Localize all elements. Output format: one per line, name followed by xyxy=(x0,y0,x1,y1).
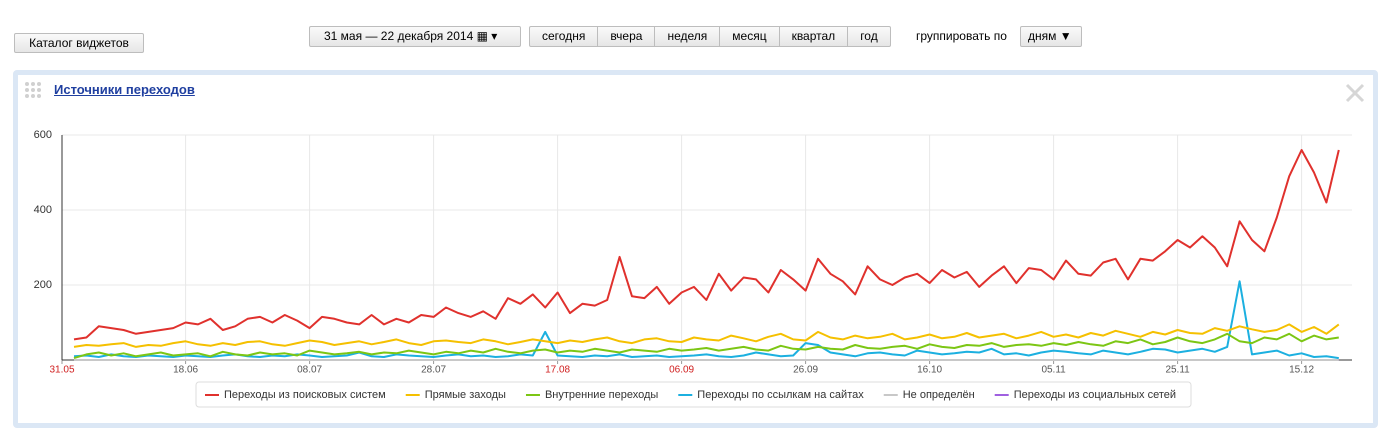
x-tick-label: 16.10 xyxy=(917,365,942,376)
x-tick-label: 18.06 xyxy=(173,365,198,376)
catalog-button[interactable]: Каталог виджетов xyxy=(14,33,144,53)
legend-label: Переходы по ссылкам на сайтах xyxy=(697,389,864,401)
x-tick-label: 05.11 xyxy=(1041,365,1066,376)
series-line xyxy=(73,332,1339,360)
legend-label: Не определён xyxy=(903,389,975,401)
x-tick-label: 06.09 xyxy=(669,365,694,376)
legend-label: Переходы из поисковых систем xyxy=(224,389,386,401)
close-button[interactable] xyxy=(1345,83,1365,103)
x-tick-label: 25.11 xyxy=(1165,365,1190,376)
x-tick-label: 28.07 xyxy=(421,365,446,376)
legend: Переходы из поисковых систем Прямые заход… xyxy=(205,389,1176,401)
period-button[interactable]: сегодня xyxy=(529,26,599,47)
x-tick-label: 08.07 xyxy=(297,365,322,376)
date-range: 31 мая — 22 декабря 2014 xyxy=(324,29,474,43)
x-tick-label: 31.05 xyxy=(49,365,74,376)
x-tick-label: 15.12 xyxy=(1289,365,1314,376)
legend-label: Прямые заходы xyxy=(425,389,506,401)
legend-box xyxy=(195,381,1192,408)
x-tick-label: 26.09 xyxy=(793,365,818,376)
series-line xyxy=(73,323,1340,348)
period-button[interactable]: месяц xyxy=(720,26,780,47)
dropdown-arrow: ▾ xyxy=(491,29,498,43)
x-tick-label: 17.08 xyxy=(545,365,570,376)
date-range-picker[interactable]: 31 мая — 22 декабря 2014 ▦ ▾ xyxy=(309,26,521,47)
period-button[interactable]: неделя xyxy=(655,26,721,47)
group-by-label: группировать по xyxy=(916,29,1007,43)
legend-label: Внутренние переходы xyxy=(545,389,658,401)
y-tick-label: 200 xyxy=(34,279,52,291)
group-by-value: дням xyxy=(1028,29,1057,43)
period-button[interactable]: год xyxy=(848,26,891,47)
widget-panel xyxy=(13,70,1378,428)
legend-label: Переходы из социальных сетей xyxy=(1014,389,1176,401)
dropdown-arrow: ▼ xyxy=(1059,29,1072,43)
drag-handle[interactable] xyxy=(24,81,44,101)
group-by-select[interactable]: дням ▼ xyxy=(1020,26,1082,47)
series-line xyxy=(73,280,1339,360)
y-tick-label: 400 xyxy=(34,204,52,216)
calendar-icon: ▦ xyxy=(476,29,488,43)
y-tick-label: 600 xyxy=(34,129,52,141)
series-line xyxy=(73,149,1340,341)
widget-title[interactable]: Источники переходов xyxy=(54,82,195,97)
period-button[interactable]: вчера xyxy=(598,26,656,47)
period-button[interactable]: квартал xyxy=(779,26,849,47)
period-buttons: сегодня вчера неделя месяц квартал год xyxy=(529,26,891,47)
